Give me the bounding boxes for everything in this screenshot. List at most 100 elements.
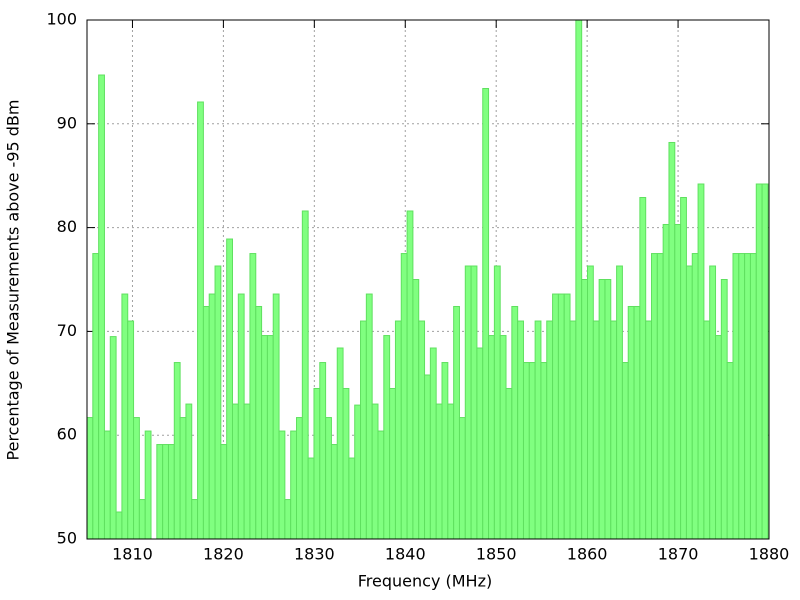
bar xyxy=(92,253,100,540)
y-tick-label: 80 xyxy=(57,217,77,236)
bar xyxy=(330,444,338,540)
bar xyxy=(627,305,635,540)
bar xyxy=(505,387,513,540)
bar xyxy=(424,374,431,540)
x-tick-label: 1810 xyxy=(112,545,153,564)
bar xyxy=(249,253,257,540)
bar xyxy=(167,444,175,540)
bar xyxy=(354,404,362,540)
bar xyxy=(127,320,135,540)
bar xyxy=(214,265,222,540)
bar xyxy=(371,403,379,540)
bar xyxy=(336,347,344,540)
bar xyxy=(470,265,478,540)
bar xyxy=(715,335,722,540)
bar xyxy=(377,430,385,540)
bar xyxy=(610,320,618,540)
bar xyxy=(173,362,181,540)
bar xyxy=(243,403,251,540)
bar xyxy=(569,320,577,540)
bar xyxy=(534,320,542,540)
bar xyxy=(633,305,641,540)
bar xyxy=(668,141,676,540)
bar xyxy=(342,387,350,540)
bar xyxy=(563,293,571,540)
bar xyxy=(726,362,734,540)
bar xyxy=(400,253,408,540)
x-tick-label: 1830 xyxy=(294,545,335,564)
bar xyxy=(109,336,117,540)
bar xyxy=(365,293,373,540)
bar xyxy=(476,347,484,540)
x-tick-label: 1850 xyxy=(476,545,517,564)
bar xyxy=(616,265,623,540)
bar xyxy=(290,430,298,540)
y-axis-label: Percentage of Measurements above -95 dBm xyxy=(4,100,23,461)
y-tick-label: 60 xyxy=(57,425,77,444)
bar xyxy=(674,223,682,540)
bar xyxy=(138,499,146,540)
bar xyxy=(482,88,490,540)
bar xyxy=(360,320,367,540)
bar xyxy=(86,417,94,540)
bar xyxy=(493,265,501,540)
bar xyxy=(412,279,420,540)
bar xyxy=(266,335,274,540)
bar xyxy=(575,19,583,540)
x-tick-label: 1880 xyxy=(749,545,790,564)
bar xyxy=(691,253,699,540)
bar xyxy=(208,293,216,540)
bar xyxy=(231,403,239,540)
bar xyxy=(144,430,152,540)
bar xyxy=(284,499,292,540)
bar xyxy=(348,457,356,540)
bar xyxy=(528,362,536,540)
y-tick-label: 50 xyxy=(57,529,77,548)
bar xyxy=(162,444,169,540)
bar xyxy=(319,362,327,540)
bar xyxy=(313,387,321,540)
x-tick-label: 1860 xyxy=(567,545,608,564)
bar xyxy=(458,417,466,540)
bar xyxy=(744,253,751,540)
bar xyxy=(429,347,437,540)
plot-border xyxy=(86,19,770,540)
bar xyxy=(656,253,664,540)
bar xyxy=(394,320,402,540)
bar xyxy=(261,335,268,540)
bar xyxy=(220,444,228,540)
bar xyxy=(738,253,746,540)
bar xyxy=(418,320,426,540)
bar xyxy=(115,511,123,540)
bar xyxy=(325,417,332,540)
bar xyxy=(441,362,449,540)
bar xyxy=(720,279,728,540)
bar xyxy=(488,335,495,540)
y-tick-label: 90 xyxy=(57,113,77,132)
bar xyxy=(581,279,588,540)
bar xyxy=(179,417,187,540)
bar xyxy=(685,265,693,540)
bar xyxy=(435,403,443,540)
bar xyxy=(202,305,210,540)
bar xyxy=(586,265,594,540)
x-tick-label: 1840 xyxy=(385,545,426,564)
bar xyxy=(98,74,105,540)
bar xyxy=(645,320,653,540)
bar xyxy=(301,210,309,540)
bar xyxy=(226,238,233,540)
bar xyxy=(464,265,472,540)
bar xyxy=(406,210,414,540)
bar xyxy=(761,183,769,540)
bar xyxy=(499,335,507,540)
bar xyxy=(703,320,711,540)
y-tick-label: 100 xyxy=(46,10,77,29)
bar xyxy=(680,196,687,540)
bar xyxy=(552,293,559,540)
x-axis-label: Frequency (MHz) xyxy=(358,572,492,591)
bar xyxy=(592,320,600,540)
bar xyxy=(598,279,606,540)
bar xyxy=(383,335,391,540)
x-tick-label: 1870 xyxy=(658,545,699,564)
bar xyxy=(517,320,524,540)
